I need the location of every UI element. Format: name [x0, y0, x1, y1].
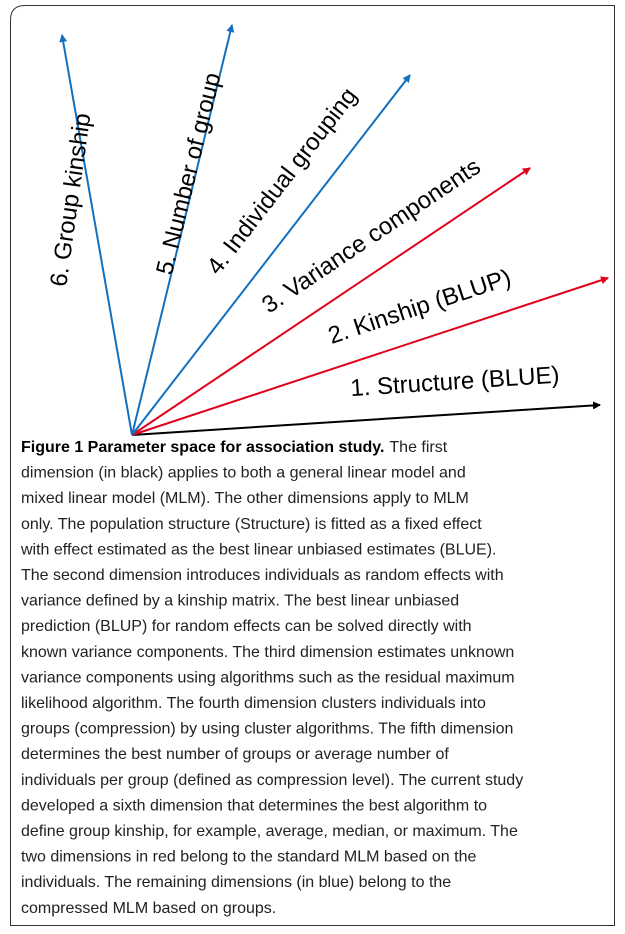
caption-line: mixed linear model (MLM). The other dime… — [21, 490, 469, 507]
caption-line: determines the best number of groups or … — [21, 746, 449, 763]
frame — [10, 5, 615, 926]
arrow — [131, 24, 235, 436]
arrow — [131, 401, 601, 436]
caption-title: Figure 1 Parameter space for association… — [21, 439, 384, 456]
caption-line: compressed MLM based on groups. — [21, 900, 276, 917]
caption-line: only. The population structure (Structur… — [21, 516, 482, 533]
caption-line: with effect estimated as the best linear… — [20, 541, 497, 558]
caption-line: The second dimension introduces individu… — [21, 567, 504, 584]
arrow — [131, 74, 411, 436]
caption-line: known variance components. The third dim… — [21, 644, 514, 661]
caption-line: define group kinship, for example, avera… — [21, 823, 518, 840]
caption-line: likelihood algorithm. The fourth dimensi… — [21, 695, 486, 712]
caption-line: dimension (in black) applies to both a g… — [21, 465, 466, 482]
caption-first-line: Figure 1 Parameter space for association… — [21, 439, 448, 456]
caption-line: variance components using algorithms suc… — [21, 669, 515, 686]
arrow — [131, 167, 531, 436]
caption-line: individuals. The remaining dimensions (i… — [21, 874, 451, 891]
arrows — [59, 24, 609, 436]
caption-line: groups (compression) by using cluster al… — [21, 721, 513, 738]
arrow — [59, 34, 133, 436]
caption-line: variance defined by a kinship matrix. Th… — [21, 593, 459, 610]
caption-line: individuals per group (defined as compre… — [21, 772, 523, 789]
arrow-label: 2. Kinship (BLUP) — [325, 264, 515, 350]
caption-line: two dimensions in red belong to the stan… — [21, 849, 476, 866]
arrow — [131, 276, 609, 436]
caption-line: prediction (BLUP) for random effects can… — [21, 618, 472, 635]
arrow-label: 6. Group kinship — [45, 111, 96, 288]
arrow-label: 1. Structure (BLUE) — [350, 362, 561, 402]
caption-line: developed a sixth dimension that determi… — [21, 797, 487, 814]
caption-line: The first — [389, 439, 447, 456]
